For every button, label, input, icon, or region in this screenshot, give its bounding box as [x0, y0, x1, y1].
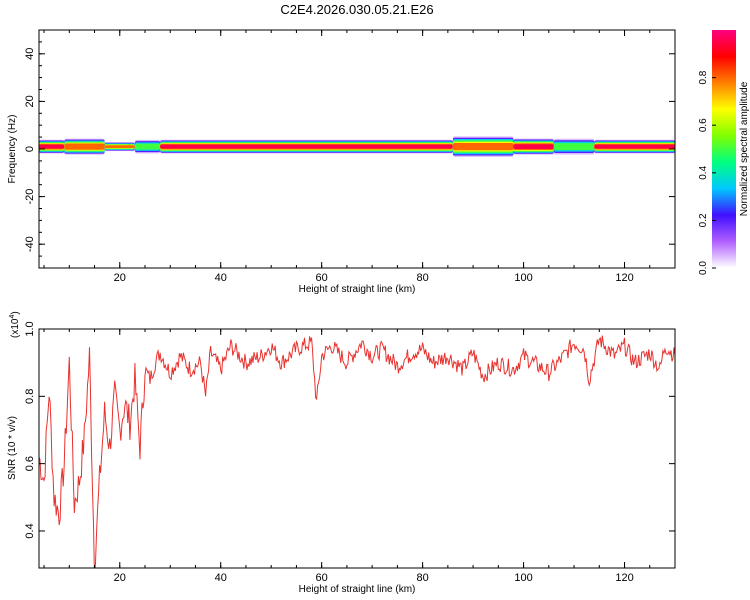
- snr-exponent: (x104): [9, 311, 21, 338]
- x-tick-label: 100: [514, 572, 532, 584]
- x-tick-label: 80: [416, 272, 428, 284]
- snr-ticks: 20 40 60 80 100 120 0.4 0.6 0.8 1.0: [24, 321, 676, 584]
- colorbar-label: Normalized spectral amplitude: [739, 81, 750, 216]
- y-tick-label: -40: [24, 236, 36, 252]
- x-tick-label: 120: [615, 272, 633, 284]
- x-tick-label: 60: [316, 272, 328, 284]
- band-cell: [452, 143, 514, 151]
- colorbar-tick-label: 0.4: [698, 165, 709, 179]
- y-tick-label: 0.4: [24, 523, 36, 538]
- y-tick-label: 0.8: [24, 389, 36, 404]
- x-tick-label: 20: [114, 272, 126, 284]
- snr-ylabel: SNR (10 * v/v): [7, 416, 18, 480]
- spectrogram-ticks: 20 40 60 80 100 120 -40 -20 0 20 40: [24, 29, 676, 284]
- y-tick-label: -20: [24, 189, 36, 205]
- snr-frame: [38, 328, 676, 569]
- snr-xlabel: Height of straight line (km): [299, 584, 416, 595]
- figure-title: C2E4.2026.030.05.21.E26: [280, 2, 433, 17]
- x-tick-label: 20: [114, 572, 126, 584]
- colorbar-ticks: 0.0 0.2 0.4 0.6 0.8: [698, 70, 716, 275]
- colorbar-tick-label: 0.8: [698, 70, 709, 84]
- band-cell: [553, 143, 595, 151]
- x-tick-label: 60: [316, 572, 328, 584]
- spectrogram-band: [39, 136, 675, 157]
- y-tick-label: 40: [24, 48, 36, 60]
- snr-background: [39, 329, 675, 568]
- band-cell: [64, 143, 105, 150]
- x-tick-label: 40: [215, 572, 227, 584]
- colorbar: 0.0 0.2 0.4 0.6 0.8 Normalized spectral ampl…: [698, 30, 750, 275]
- colorbar-strip: [712, 30, 736, 268]
- spectrogram-xlabel: Height of straight line (km): [299, 284, 416, 295]
- snr-exponent-power: 4: [9, 315, 16, 319]
- y-tick-label: 0: [24, 146, 36, 152]
- y-tick-label: 1.0: [24, 321, 36, 336]
- band-cell: [513, 144, 554, 150]
- band-cell: [594, 144, 675, 149]
- spectrogram-ylabel: Frequency (Hz): [7, 115, 18, 184]
- snr-exponent-base: (x10: [10, 318, 21, 338]
- band-cell: [104, 145, 135, 149]
- y-tick-label: 20: [24, 95, 36, 107]
- x-tick-label: 80: [416, 572, 428, 584]
- snr-panel: 20 40 60 80 100 120 0.4 0.6 0.8 1.0 Height of str…: [7, 311, 676, 595]
- snr-series-line: [39, 335, 675, 568]
- band-cell: [39, 144, 65, 149]
- x-tick-label: 100: [514, 272, 532, 284]
- band-cell: [134, 143, 161, 150]
- snr-exponent-close: ): [10, 311, 21, 314]
- colorbar-tick-label: 0.0: [698, 261, 709, 275]
- y-tick-label: 0.6: [24, 456, 36, 471]
- colorbar-tick-label: 0.6: [698, 118, 709, 132]
- svg-text:(x104): (x104): [9, 311, 21, 338]
- x-tick-label: 40: [215, 272, 227, 284]
- x-tick-label: 120: [615, 572, 633, 584]
- colorbar-tick-label: 0.2: [698, 213, 709, 227]
- spectrogram-panel: 20 40 60 80 100 120 -40 -20 0 20 40 Height of stra…: [7, 29, 676, 295]
- band-cell: [160, 144, 453, 149]
